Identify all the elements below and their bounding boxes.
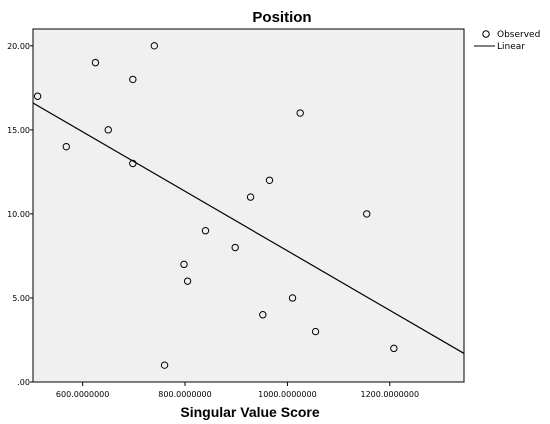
- observed-point: [62, 142, 70, 151]
- x-tick-label: 600.0000000: [56, 390, 109, 399]
- y-axis: .00 5.00 10.00 15.00 20.00: [7, 42, 33, 387]
- observed-point: [91, 58, 100, 67]
- legend: Observed Linear: [474, 30, 540, 52]
- observed-point: [160, 361, 169, 369]
- observed-point: [231, 243, 239, 252]
- observed-point: [296, 109, 304, 117]
- plot-area: [32, 28, 465, 383]
- observed-point: [246, 193, 255, 201]
- legend-observed-label: Observed: [497, 30, 540, 40]
- y-tick-label: 20.00: [7, 42, 30, 51]
- chart-title: Position: [252, 9, 311, 26]
- linear-fit-line: [32, 102, 465, 354]
- observed-point: [201, 227, 210, 235]
- x-axis: 600.0000000 800.0000000 1000.0000000 1200.0…: [56, 382, 419, 399]
- observed-point: [129, 75, 137, 84]
- y-tick-label: .00: [17, 378, 30, 387]
- observed-point: [311, 327, 320, 336]
- observed-point: [288, 294, 297, 302]
- series-layer: [32, 42, 465, 369]
- x-axis-title: Singular Value Score: [180, 404, 319, 420]
- x-tick-label: 1000.0000000: [258, 390, 317, 399]
- observed-point: [180, 260, 188, 269]
- observed-point: [259, 311, 267, 319]
- legend-linear-label: Linear: [497, 42, 525, 52]
- legend-observed-marker: [482, 30, 490, 38]
- x-tick-label: 1200.0000000: [361, 390, 420, 399]
- y-tick-label: 5.00: [12, 294, 30, 303]
- y-tick-label: 10.00: [7, 210, 30, 219]
- observed-point: [390, 344, 398, 353]
- observed-point: [33, 92, 42, 100]
- observed-point: [129, 159, 137, 168]
- x-tick-label: 800.0000000: [158, 390, 211, 399]
- observed-point: [265, 176, 274, 184]
- observed-point: [150, 42, 159, 50]
- observed-point: [104, 126, 112, 134]
- observed-point: [363, 210, 371, 218]
- observed-point: [183, 277, 192, 285]
- y-tick-label: 15.00: [7, 126, 30, 135]
